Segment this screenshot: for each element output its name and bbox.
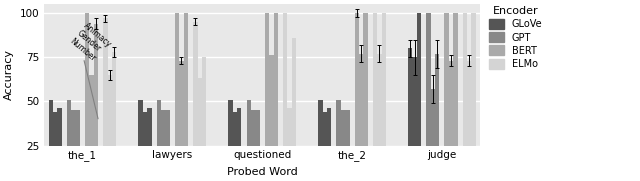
Bar [112, 52, 116, 146]
Bar [179, 61, 184, 146]
Bar [372, 13, 377, 146]
Bar [283, 13, 287, 146]
Bar [359, 54, 364, 146]
Bar [53, 112, 58, 146]
Bar [377, 54, 381, 146]
Bar [381, 13, 386, 146]
Bar [323, 112, 327, 146]
Bar [287, 108, 292, 146]
Bar [193, 22, 198, 146]
Bar [233, 112, 237, 146]
Bar [340, 110, 345, 146]
Bar [85, 13, 90, 146]
X-axis label: Probed Word: Probed Word [227, 167, 298, 177]
Bar [431, 89, 435, 146]
Bar [444, 13, 449, 146]
Bar [255, 110, 260, 146]
Bar [467, 61, 472, 146]
Bar [228, 100, 233, 146]
Text: Animacy
Gender
Number: Animacy Gender Number [68, 21, 113, 65]
Bar [147, 108, 152, 146]
Bar [237, 108, 241, 146]
Bar [246, 100, 251, 146]
Bar [337, 100, 340, 146]
Bar [265, 13, 269, 146]
Bar [463, 13, 467, 146]
Bar [161, 110, 166, 146]
Bar [49, 100, 53, 146]
Bar [273, 13, 278, 146]
Bar [426, 13, 431, 146]
Bar [327, 108, 332, 146]
Bar [364, 13, 368, 146]
Bar [184, 13, 188, 146]
Bar [143, 112, 147, 146]
Bar [175, 13, 179, 146]
Bar [251, 110, 255, 146]
Legend: GLoVe, GPT, BERT, ELMo: GLoVe, GPT, BERT, ELMo [490, 6, 543, 69]
Bar [67, 100, 71, 146]
Bar [449, 61, 453, 146]
Bar [103, 18, 108, 146]
Bar [157, 100, 161, 146]
Bar [76, 110, 80, 146]
Bar [166, 110, 170, 146]
Bar [198, 78, 202, 146]
Bar [345, 110, 349, 146]
Bar [355, 13, 359, 146]
Bar [417, 13, 421, 146]
Bar [269, 55, 273, 146]
Bar [138, 100, 143, 146]
Bar [94, 24, 98, 146]
Bar [90, 75, 94, 146]
Bar [318, 100, 323, 146]
Bar [435, 54, 440, 146]
Y-axis label: Accuracy: Accuracy [4, 49, 14, 100]
Bar [453, 13, 458, 146]
Bar [472, 13, 476, 146]
Bar [58, 108, 62, 146]
Bar [412, 57, 417, 146]
Bar [292, 38, 296, 146]
Bar [202, 57, 206, 146]
Bar [71, 110, 76, 146]
Bar [108, 75, 112, 146]
Bar [408, 48, 412, 146]
